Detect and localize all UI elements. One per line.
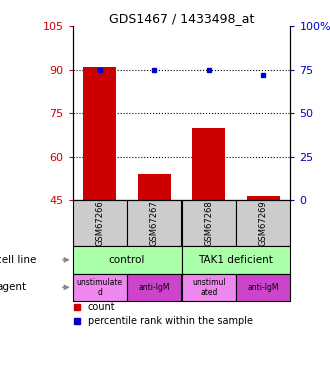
Bar xyxy=(73,274,127,301)
Text: percentile rank within the sample: percentile rank within the sample xyxy=(88,316,253,326)
Text: count: count xyxy=(88,302,115,312)
Bar xyxy=(127,274,182,301)
Text: anti-IgM: anti-IgM xyxy=(248,283,279,292)
Bar xyxy=(127,200,182,246)
Title: GDS1467 / 1433498_at: GDS1467 / 1433498_at xyxy=(109,12,254,25)
Text: unstimulate
d: unstimulate d xyxy=(77,278,123,297)
Text: GSM67269: GSM67269 xyxy=(259,200,268,246)
Bar xyxy=(182,274,236,301)
Text: anti-IgM: anti-IgM xyxy=(139,283,170,292)
Text: unstimul
ated: unstimul ated xyxy=(192,278,225,297)
Bar xyxy=(83,67,116,200)
Text: GSM67268: GSM67268 xyxy=(204,200,213,246)
Text: agent: agent xyxy=(0,282,26,292)
Text: control: control xyxy=(109,255,145,265)
Text: TAK1 deficient: TAK1 deficient xyxy=(199,255,273,265)
Bar xyxy=(236,274,290,301)
Bar xyxy=(73,200,127,246)
Text: GSM67267: GSM67267 xyxy=(150,200,159,246)
Text: cell line: cell line xyxy=(0,255,37,265)
Text: GSM67266: GSM67266 xyxy=(95,200,104,246)
Bar xyxy=(192,128,225,200)
Bar xyxy=(247,196,280,200)
Bar xyxy=(138,174,171,200)
Bar xyxy=(236,200,290,246)
Bar xyxy=(182,246,290,274)
Bar xyxy=(182,200,236,246)
Bar xyxy=(73,246,182,274)
